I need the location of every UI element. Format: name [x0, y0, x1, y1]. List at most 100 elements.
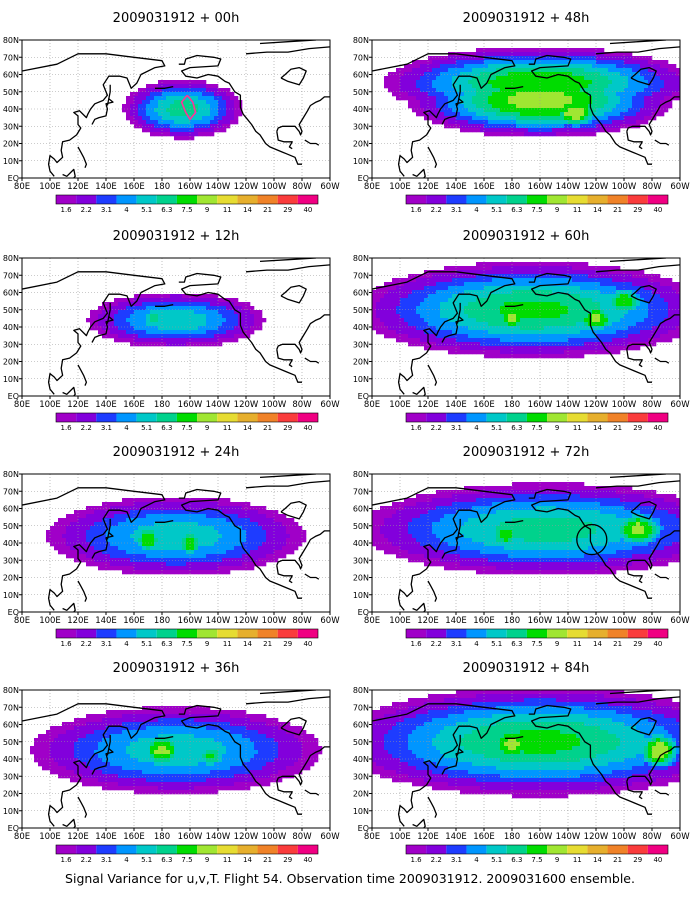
variance-cell [138, 124, 143, 129]
variance-cell [612, 64, 617, 69]
variance-cell [190, 522, 195, 527]
variance-cell [504, 334, 509, 339]
variance-cell [488, 96, 493, 101]
variance-cell [452, 326, 457, 331]
variance-cell [616, 322, 621, 327]
variance-cell [496, 286, 501, 291]
variance-cell [404, 64, 409, 69]
variance-cell [584, 310, 589, 315]
x-tick-label: 160W [178, 400, 203, 410]
variance-cell [560, 128, 565, 133]
variance-cell [198, 120, 203, 125]
variance-cell [432, 318, 437, 323]
variance-cell [476, 306, 481, 311]
variance-cell [170, 514, 175, 519]
variance-cell [86, 506, 91, 511]
variance-cell [170, 128, 175, 133]
variance-cell [174, 92, 179, 97]
variance-cell [448, 334, 453, 339]
variance-cell [496, 262, 501, 267]
variance-cell [408, 100, 413, 105]
variance-cell [178, 326, 183, 331]
variance-cell [412, 80, 417, 85]
variance-cell [512, 48, 517, 53]
panel-title: 2009031912 + 12h [113, 229, 240, 244]
variance-cell [424, 88, 429, 93]
variance-cell [484, 346, 489, 351]
variance-cell [270, 522, 275, 527]
variance-cell [98, 510, 103, 515]
variance-cell [508, 262, 513, 267]
variance-cell [122, 108, 127, 113]
variance-cell [404, 322, 409, 327]
variance-cell [600, 306, 605, 311]
variance-cell [488, 108, 493, 113]
variance-cell [676, 68, 680, 73]
variance-cell [488, 112, 493, 117]
variance-cell [174, 306, 179, 311]
variance-cell [396, 306, 401, 311]
variance-cell [384, 314, 389, 319]
variance-cell [246, 550, 251, 555]
variance-cell [472, 334, 477, 339]
variance-cell [452, 282, 457, 287]
variance-cell [440, 80, 445, 85]
variance-cell [652, 72, 657, 77]
variance-cell [238, 108, 243, 113]
variance-cell [568, 80, 573, 85]
variance-cell [46, 530, 51, 535]
variance-cell [94, 510, 99, 515]
variance-cell [516, 100, 521, 105]
variance-cell [536, 286, 541, 291]
variance-cell [250, 518, 255, 523]
variance-cell [484, 298, 489, 303]
variance-cell [636, 88, 641, 93]
variance-cell [202, 518, 207, 523]
variance-cell [90, 542, 95, 547]
variance-cell [480, 314, 485, 319]
variance-cell [636, 120, 641, 125]
variance-cell [616, 60, 621, 65]
variance-cell [146, 96, 151, 101]
variance-cell [146, 334, 151, 339]
colorbar-swatch [627, 195, 648, 204]
variance-cell [600, 282, 605, 287]
variance-cell [58, 522, 63, 527]
variance-cell [536, 290, 541, 295]
variance-cell [664, 326, 669, 331]
variance-cell [668, 282, 673, 287]
variance-cell [408, 334, 413, 339]
variance-cell [508, 290, 513, 295]
variance-cell [222, 100, 227, 105]
variance-cell [412, 88, 417, 93]
y-tick-label: EQ [358, 174, 369, 183]
variance-cell [448, 92, 453, 97]
variance-cell [556, 350, 561, 355]
variance-cell [480, 48, 485, 53]
variance-cell [158, 522, 163, 527]
variance-cell [146, 322, 151, 327]
variance-cell [278, 542, 283, 547]
colorbar-label: 9 [205, 424, 209, 432]
variance-cell [460, 120, 465, 125]
variance-cell [488, 120, 493, 125]
variance-cell [242, 506, 247, 511]
variance-cell [448, 116, 453, 121]
variance-cell [258, 534, 263, 539]
colorbar-label: 29 [633, 206, 642, 214]
colorbar-frame [405, 412, 669, 423]
variance-cell [620, 298, 625, 303]
variance-cell [464, 274, 469, 279]
variance-cell [492, 124, 497, 129]
variance-cell [520, 128, 525, 133]
variance-cell [130, 518, 135, 523]
variance-cell [472, 290, 477, 295]
variance-cell [584, 68, 589, 73]
variance-cell [142, 514, 147, 519]
variance-cell [476, 342, 481, 347]
variance-cell [536, 350, 541, 355]
variance-cell [436, 92, 441, 97]
variance-cell [226, 302, 231, 307]
variance-cell [616, 278, 621, 283]
variance-cell [210, 526, 215, 531]
